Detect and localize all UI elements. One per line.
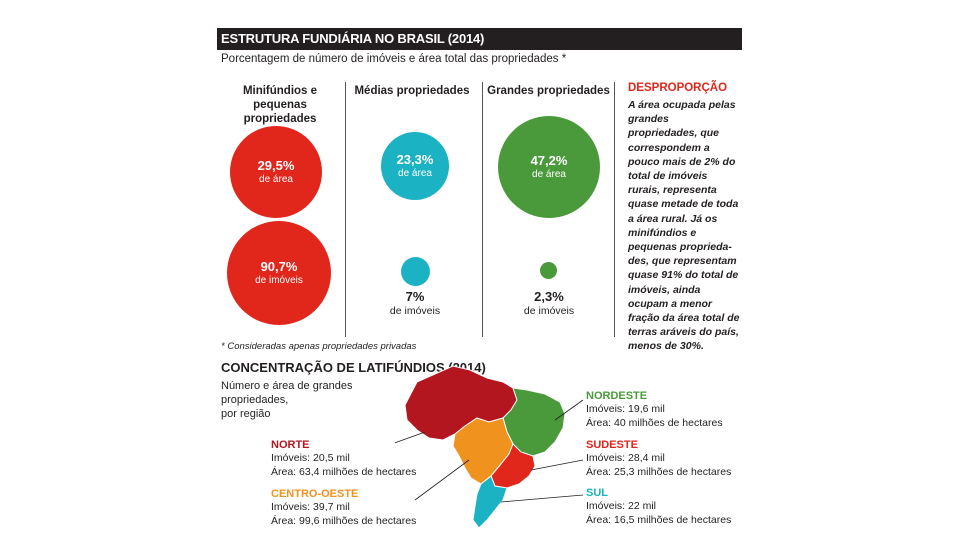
large-area-label: de área [532, 169, 566, 180]
region-nordeste-imoveis: Imóveis: 19,6 mil [586, 403, 665, 415]
region-norte-name: NORTE [271, 439, 310, 451]
map-region-nordeste [502, 387, 566, 457]
region-sul-area: Área: 16,5 milhões de hectares [586, 514, 732, 526]
region-sul-name: SUL [586, 487, 608, 499]
divider-1 [345, 82, 346, 337]
large-area-value: 47,2% [530, 153, 568, 168]
title-bar: ESTRUTURA FUNDIÁRIA NO BRASIL (2014) [217, 28, 742, 50]
circle-small-imoveis: 90,7% de imóveis [227, 221, 331, 325]
region-norte-area: Área: 63,4 milhões de hectares [271, 466, 417, 478]
large-imoveis-value: 2,3% [534, 289, 564, 304]
region-nordeste: NORDESTE Imóveis: 19,6 mil Área: 40 milh… [586, 390, 723, 430]
medium-area-value: 23,3% [396, 152, 434, 167]
concentracao-subtitle: Número e área de grandes propriedades, p… [221, 379, 421, 421]
region-sul: SUL Imóveis: 22 mil Área: 16,5 milhões d… [586, 487, 731, 527]
circle-medium-imoveis [401, 257, 430, 286]
circle-large-imoveis [540, 262, 557, 279]
region-centro-oeste-name: CENTRO-OESTE [271, 488, 359, 500]
region-norte-imoveis: Imóveis: 20,5 mil [271, 452, 350, 464]
col-heading-small: Minifúndios e pequenas propriedades [220, 84, 340, 126]
col-heading-small-line1: Minifúndios e pequenas [242, 85, 318, 111]
desproporcao-text: A área ocupada pelas grandes propriedade… [628, 99, 740, 353]
circle-small-area: 29,5% de área [230, 126, 322, 218]
region-sudeste-area: Área: 25,3 milhões de hectares [586, 466, 732, 478]
footnote: * Consideradas apenas propriedades priva… [221, 341, 417, 352]
medium-area-label: de área [398, 168, 432, 179]
region-nordeste-area: Área: 40 milhões de hectares [586, 417, 723, 429]
medium-imoveis-value: 7% [405, 289, 425, 304]
concentracao-subtitle-line2: por região [221, 408, 271, 420]
circle-medium-area: 23,3% de área [381, 132, 449, 200]
concentracao-title: CONCENTRAÇÃO DE LATIFÚNDIOS (2014) [221, 360, 486, 375]
circle-large-area: 47,2% de área [498, 116, 600, 218]
region-sudeste: SUDESTE Imóveis: 28,4 mil Área: 25,3 mil… [586, 439, 731, 479]
region-centro-oeste-imoveis: Imóveis: 39,7 mil [271, 501, 350, 513]
col-heading-small-line2: propriedades [243, 113, 317, 125]
page-title: ESTRUTURA FUNDIÁRIA NO BRASIL (2014) [221, 31, 485, 46]
region-centro-oeste: CENTRO-OESTE Imóveis: 39,7 mil Área: 99,… [271, 488, 416, 528]
map-region-sul [472, 475, 508, 529]
col-heading-medium: Médias propriedades [354, 85, 470, 97]
region-sudeste-imoveis: Imóveis: 28,4 mil [586, 452, 665, 464]
col-heading-large: Grandes propriedades [487, 85, 610, 97]
medium-imoveis-label: de imóveis [389, 305, 441, 317]
large-imoveis-label: de imóveis [523, 305, 575, 317]
small-imoveis-value: 90,7% [260, 259, 298, 274]
region-sul-imoveis: Imóveis: 22 mil [586, 500, 657, 512]
divider-2 [482, 82, 483, 337]
region-nordeste-name: NORDESTE [586, 390, 648, 402]
desproporcao-title: DESPROPORÇÃO [628, 82, 728, 94]
small-area-value: 29,5% [257, 158, 295, 173]
region-norte: NORTE Imóveis: 20,5 mil Área: 63,4 milhõ… [271, 439, 416, 479]
concentracao-subtitle-line1: Número e área de grandes propriedades, [221, 380, 353, 406]
small-imoveis-label: de imóveis [255, 275, 303, 286]
brazil-map [395, 365, 584, 529]
region-centro-oeste-area: Área: 99,6 milhões de hectares [271, 515, 417, 527]
subtitle: Porcentagem de número de imóveis e área … [221, 53, 567, 65]
divider-3 [614, 82, 615, 337]
small-area-label: de área [259, 174, 293, 185]
region-sudeste-name: SUDESTE [586, 439, 638, 451]
